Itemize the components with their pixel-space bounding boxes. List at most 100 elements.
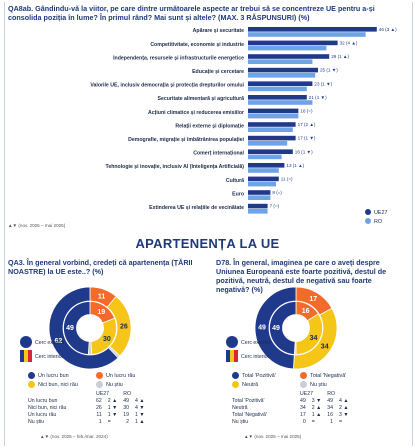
q2-table: UE27 RO Un lucru bun 62 2 ▲ 49 4 ▲ Nici bun, … [28,390,148,426]
bar-category-label: Securitate alimentară și agricultură [158,96,245,102]
bar-ro [248,113,299,119]
flag-stripe-blue [20,350,24,362]
donut-value-label: 17 [309,296,317,303]
q3-th-ue: UE27 [300,390,313,397]
bar-ro [248,73,316,78]
donut-value-label: 16 [302,308,310,315]
flag-stripe-red [234,350,238,362]
table-row: Un lucru rău 11 1 ▼ 19 1 ▼ [28,412,145,419]
table-row: Neutră 34 2 ▲ 34 2 ▲ [232,404,349,411]
donut-inner-slice [269,301,297,355]
bar-ue27-label: 17 (2 ▲) [298,122,316,127]
bar-category-label: Acțiuni climatice și reducerea emisiilor [148,110,244,116]
bar-category-label: Educație și cercetare [192,69,244,75]
bar-ro [248,100,313,105]
q3-footnote: ▲▼ (nov. 2025 – mai 2025) [244,434,302,439]
donut-value-label: 11 [98,294,106,301]
bar-ro [248,209,268,214]
q2-legend-3: Nu știu [96,381,123,388]
donut-chart-q2: 11 26 62 19 30 49 Cerc exterior Cerc interior [20,286,132,370]
ring-outer-marker [20,336,32,348]
bar-ue27 [248,135,296,141]
q2-th-ue: UE27 [96,390,109,397]
q1-title: QA8ab. Gândindu-vă la viitor, pe care di… [8,4,375,22]
donut-chart-q3: 17 34 49 16 34 49 Cerc exterior Cerc interior [226,286,338,370]
bar-ue27 [248,54,330,59]
bar-category-label: Independența, resursele și infrastructur… [113,55,244,61]
bar-ro [248,195,271,200]
bar-ue27-label: 11 (=) [281,177,293,182]
bar-ro [248,59,313,64]
q3-legend-2: Neutră [232,381,258,388]
bar-category-label: Valorile UE, inclusiv democrația și prot… [90,83,244,89]
ring-outer-marker [226,336,238,348]
bar-ro [248,32,366,37]
bar-ue27 [248,27,377,32]
q2-legend-2: Nici bun, nici rău [28,381,78,388]
donut-value-label: 49 [258,324,266,331]
bar-ue27 [248,176,279,182]
bar-ro [248,154,282,160]
donut-value-label: 34 [310,335,318,342]
section-title: APARTENENȚA LA UE [135,236,280,251]
bar-category-label: Extinderea UE și relațiile de vecinătate [149,205,244,211]
bar-category-label: Euro [232,191,244,197]
donut-value-label: 62 [54,338,62,345]
bar-category-label: Comerț internațional [193,151,244,157]
bar-category-label: Cultură [226,178,244,184]
flag-stripe-yellow [24,350,28,362]
q2-footnote: ▲▼ (nov. 2025 – feb./mar. 2024) [40,434,108,439]
table-row: Un lucru bun 62 2 ▲ 49 4 ▲ [28,397,145,404]
table-row: Nici bun, nici rău 26 1 ▼ 30 4 ▼ [28,404,145,411]
bar-ue27 [248,190,271,195]
bar-ue27-label: 18 (=) [300,109,313,114]
bar-ro [248,45,327,51]
q2-th-ro: RO [123,390,132,397]
bar-ue27 [248,163,285,168]
bar-ro [248,168,279,173]
donut-inner-slice [63,301,91,355]
q2-title: QA3. În general vorbind, credeți că apar… [8,258,193,276]
legend-marker-ue27 [365,209,371,215]
bar-ro [248,141,288,146]
donut-value-label: 26 [120,323,128,330]
ring-inner-marker [20,350,32,362]
q2-legend-1: Un lucru rău [96,372,135,379]
bar-ue27-label: 23 (1 ▼) [314,81,332,86]
donut-value-label: 30 [103,336,111,343]
page-frame [4,2,413,446]
q3-table: UE27 RO Total 'Pozitivă' 49 3 ▼ 49 4 ▲ Neutră… [232,390,352,426]
q3-title: D78. În general, imaginea pe care o aveț… [216,258,387,294]
bar-ue27 [248,81,313,86]
flag-stripe-blue [226,350,230,362]
q3-legend-1: Total 'Negativă' [300,372,346,379]
flag-stripe-yellow [230,350,234,362]
table-row: Total 'Negativă' 17 1 ▲ 16 3 ▼ [232,412,349,419]
bar-ue27-label: 29 (1 ▲) [331,54,349,59]
ring-outer-label: Cerc exterior [35,340,65,346]
ring-inner-label: Cerc interior [241,354,270,360]
q3-th-ro: RO [327,390,336,397]
bar-category-label: Relații externe și diplomație [175,123,244,129]
donut-value-label: 34 [321,344,329,351]
bar-category-label: Competitivitate, economie și industrie [150,42,244,48]
legend-label-ue27: UE27 [374,210,388,216]
bar-category-label: Apărare și securitate [193,28,244,34]
donut-value-label: 49 [66,325,74,332]
bar-ue27-label: 7 (=) [270,204,280,209]
bar-category-label: Demografie, migrație și îmbătrânirea pop… [128,137,244,143]
ring-inner-label: Cerc interior [35,354,64,360]
bar-ue27 [248,122,296,127]
bar-ue27 [248,108,299,114]
bar-ro [248,181,276,187]
bar-chart: Apărare și securitate 46 (3 ▲) Competitivi… [8,27,397,228]
bar-category-label: Tehnologie și inovație, inclusiv AI (Int… [106,164,245,170]
table-row: Nu știu 0 = 1 = [232,419,343,426]
bar-ue27-label: 32 (4 ▲) [340,41,358,46]
q2-legend-0: Un lucru bun [28,372,69,379]
bar-ue27-label: 46 (3 ▲) [379,27,397,32]
bar-ro [248,86,307,92]
bar-ue27-label: 17 (1 ▼) [298,136,316,141]
ring-outer-label: Cerc exterior [241,340,271,346]
ring-inner-marker [226,350,238,362]
